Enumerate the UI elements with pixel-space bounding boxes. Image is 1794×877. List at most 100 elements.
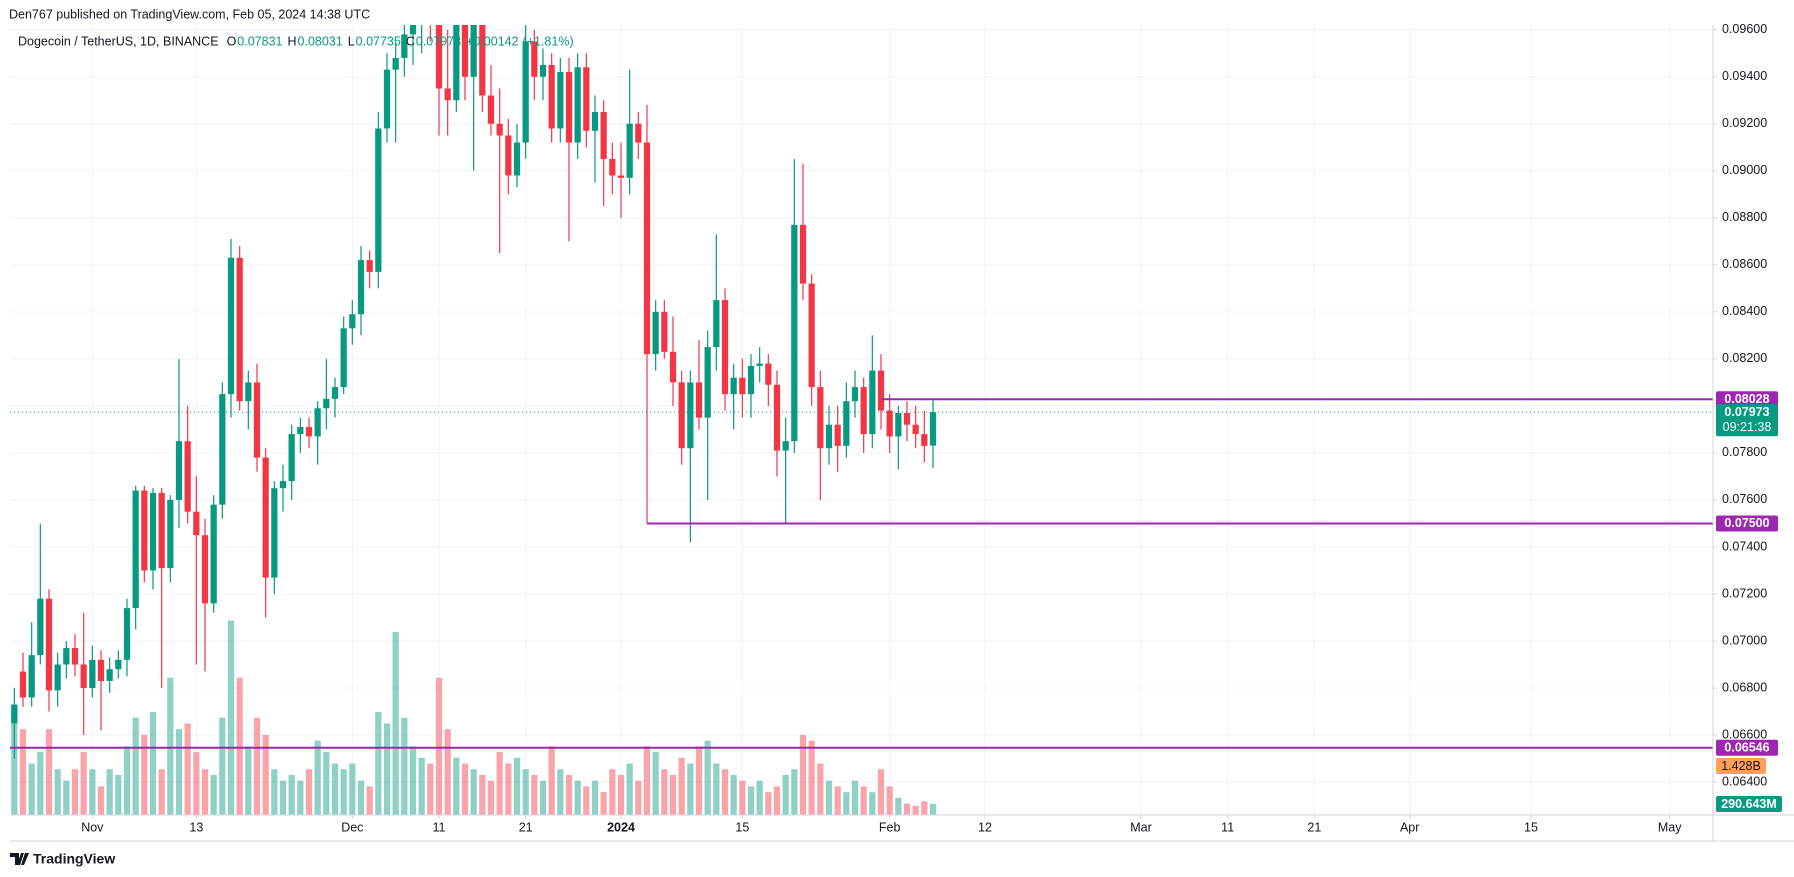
volume-bar (357, 780, 365, 815)
volume-bar (557, 769, 564, 815)
y-tick-label: 0.09000 (1722, 163, 1767, 177)
candle-body (357, 260, 365, 315)
volume-bar (245, 746, 252, 815)
header: Den767 published on TradingView.com, Feb… (9, 7, 370, 21)
candle-body (132, 490, 139, 609)
volume-bar (427, 763, 434, 815)
candle-body (522, 41, 529, 143)
y-tick-label: 0.07400 (1722, 539, 1767, 553)
volume-bar (903, 803, 911, 815)
legend-value: 0.07735 (356, 34, 401, 48)
x-tick-label: 21 (519, 820, 533, 834)
candle-body (877, 370, 885, 411)
candle-body (808, 283, 815, 388)
y-tick-label: 0.07000 (1722, 633, 1767, 647)
candle-body (635, 123, 642, 143)
candle-body (167, 499, 174, 569)
volume-bar (799, 734, 807, 815)
candle-body (375, 128, 382, 272)
candle-body (158, 492, 165, 569)
volume-bar (756, 780, 763, 815)
candle-body (886, 410, 893, 437)
volume-bar (158, 769, 165, 815)
candle-body (487, 95, 495, 124)
volume-bar (470, 769, 477, 815)
candle-body (219, 394, 226, 505)
volume-bar (895, 797, 902, 815)
y-tick-label: 0.07600 (1722, 492, 1767, 506)
candle-body (470, 25, 477, 77)
x-tick-label: 11 (1221, 820, 1234, 834)
volume-bar (409, 746, 417, 815)
candle-body (461, 25, 469, 77)
candle-body (262, 457, 269, 578)
x-tick-label: 21 (1307, 820, 1321, 834)
candle-body (97, 659, 105, 681)
volume-bar (565, 774, 573, 815)
candle-body (236, 257, 243, 402)
volume-bar (730, 774, 737, 815)
candle-body (661, 311, 668, 352)
volume-bar (444, 729, 451, 815)
volume-bar (687, 763, 694, 815)
volume-bar (297, 780, 304, 815)
candle-body (175, 441, 183, 500)
x-tick-label: Nov (81, 820, 104, 834)
candle-body (669, 351, 677, 383)
candle-body (747, 365, 755, 395)
candle-body (349, 314, 356, 329)
candle-body (141, 490, 148, 571)
y-tick-label: 0.07800 (1722, 445, 1767, 459)
volume-bar (123, 746, 131, 815)
volume-bar (149, 712, 157, 815)
candle-body (817, 387, 824, 449)
volume-ma-label: 1.428B (1721, 759, 1761, 773)
candle-body (314, 408, 321, 437)
candle-body (652, 311, 659, 355)
volume-bar (600, 792, 607, 815)
x-tick-label: 2024 (607, 820, 635, 834)
candle-body (210, 504, 217, 604)
last-price-label: 0.07973 (1724, 405, 1769, 419)
candle-body (479, 25, 486, 96)
level-label: 0.06546 (1724, 741, 1769, 755)
volume-bar (487, 780, 495, 815)
volume-bar (669, 774, 677, 815)
volume-bar (626, 763, 633, 815)
level-label-box (1716, 739, 1778, 756)
candle-body (279, 481, 287, 489)
volume-bar (782, 774, 789, 815)
volume-bar (713, 763, 720, 815)
candle-body (921, 434, 928, 446)
volume-bar (184, 723, 191, 815)
candle-body (799, 224, 807, 284)
candle-body (28, 655, 35, 698)
volume-bar (37, 752, 44, 815)
volume-bar (392, 631, 399, 815)
volume-bar (929, 803, 937, 815)
volume-bar (479, 774, 486, 815)
candle-body (11, 704, 18, 724)
candle-body (704, 347, 711, 418)
volume-bar (54, 769, 61, 815)
candle-body (80, 664, 87, 689)
candle-body (843, 401, 850, 446)
candle-body (591, 111, 599, 131)
volume-bar (635, 780, 642, 815)
volume-bar (522, 769, 529, 815)
volume-bar (652, 752, 659, 815)
legend-letter: L (348, 34, 355, 48)
volume-bar (591, 780, 599, 815)
volume-bar (349, 763, 356, 815)
x-tick-label: 12 (978, 820, 992, 834)
volume-bar (115, 774, 122, 815)
candle-body (860, 387, 867, 435)
y-tick-label: 0.06800 (1722, 680, 1767, 694)
volume-bar (704, 740, 711, 815)
volume-bar (773, 786, 781, 815)
x-tick-label: 13 (189, 820, 203, 834)
logo-mark (10, 853, 29, 865)
volume-bar (453, 757, 460, 815)
candle-body (496, 123, 503, 136)
x-tick-label: Apr (1400, 820, 1419, 834)
